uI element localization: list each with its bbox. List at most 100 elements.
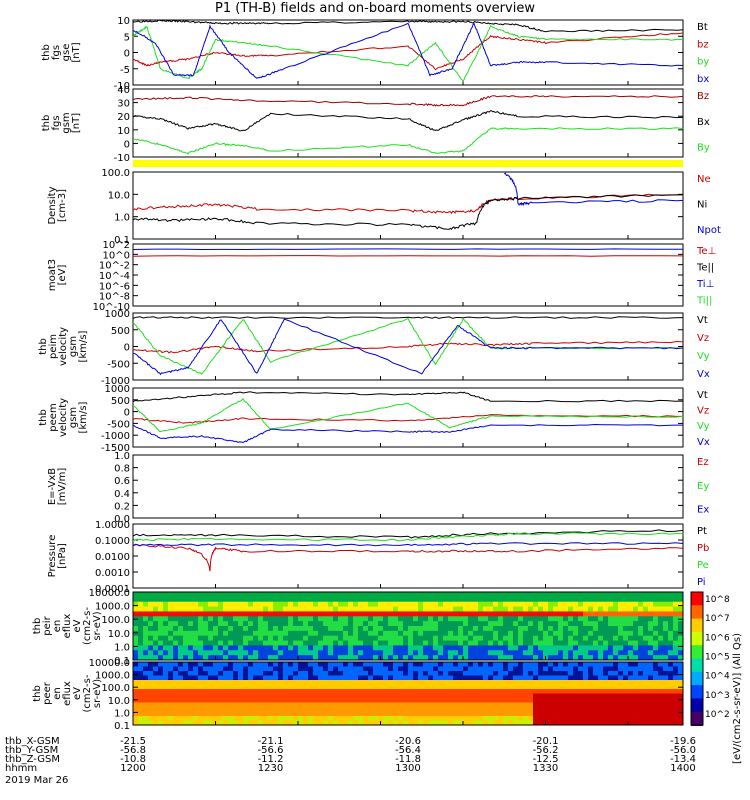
footer-row-label: thb_Y-GSM [5, 745, 58, 756]
spectrogram-cell [238, 716, 244, 721]
spectrogram-cell [478, 711, 484, 717]
spectrogram-cell [653, 626, 659, 632]
spectrogram-cell [143, 671, 149, 676]
spectrogram-cell [258, 630, 264, 637]
spectrogram-cell [353, 680, 359, 685]
spectrogram-cell [618, 621, 624, 627]
spectrogram-cell [338, 662, 344, 667]
spectrogram-cell [648, 616, 654, 622]
spectrogram-cell [343, 689, 349, 694]
spectrogram-cell [603, 720, 609, 726]
spectrogram-cell [383, 630, 389, 637]
spectrogram-cell [528, 702, 534, 708]
spectrogram-cell [298, 611, 304, 617]
spectrogram-cell [568, 689, 574, 694]
spectrogram-cell [358, 666, 364, 672]
spectrogram-cell [368, 716, 374, 721]
spectrogram-cell [353, 662, 359, 667]
spectrogram-cell [453, 611, 459, 617]
spectrogram-cell [148, 626, 154, 632]
spectrogram-cell [673, 666, 679, 672]
spectrogram-cell [293, 596, 299, 603]
spectrogram-cell [273, 655, 279, 661]
spectrogram-cell [628, 616, 634, 622]
spectrogram-cell [288, 635, 294, 642]
spectrogram-cell [553, 645, 559, 651]
spectrogram-cell [428, 650, 434, 656]
spectrogram-cell [548, 702, 554, 708]
spectrogram-cell [198, 662, 204, 667]
spectrogram-cell [593, 650, 599, 656]
spectrogram-cell [183, 671, 189, 676]
spectrogram-cell [593, 684, 599, 690]
spectrogram-cell [423, 689, 429, 694]
spectrogram-cell [268, 680, 274, 685]
spectrogram-cell [523, 711, 529, 717]
spectrogram-cell [603, 702, 609, 708]
spectrogram-cell [493, 655, 499, 661]
spectrogram-cell [163, 630, 169, 637]
spectrogram-cell [388, 716, 394, 721]
spectrogram-cell [468, 616, 474, 622]
spectrogram-cell [588, 698, 594, 703]
spectrogram-cell [208, 702, 214, 708]
spectrogram-cell [423, 645, 429, 651]
spectrogram-cell [523, 671, 529, 676]
spectrogram-cell [228, 650, 234, 656]
spectrogram-cell [508, 666, 514, 672]
spectrogram-cell [458, 693, 464, 699]
spectrogram-cell [223, 592, 229, 598]
spectrogram-cell [353, 702, 359, 708]
spectrogram-cell [188, 611, 194, 617]
spectrogram-cell [278, 671, 284, 676]
spectrogram-cell [378, 626, 384, 632]
spectrogram-cell [468, 611, 474, 617]
spectrogram-cell [513, 635, 519, 642]
spectrogram-cell [153, 655, 159, 661]
spectrogram-cell [368, 601, 374, 608]
spectrogram-cell [638, 635, 644, 642]
spectrogram-cell [543, 621, 549, 627]
spectrogram-cell [608, 684, 614, 690]
spectrogram-cell [638, 640, 644, 646]
spectrogram-cell [553, 707, 559, 712]
spectrogram-cell [423, 606, 429, 612]
spectrogram-cell [263, 707, 269, 712]
spectrogram-cell [353, 666, 359, 672]
legend-by: by [697, 57, 709, 68]
spectrogram-cell [278, 601, 284, 608]
spectrogram-cell [568, 693, 574, 699]
spectrogram-cell [513, 707, 519, 712]
spectrogram-cell [458, 655, 464, 661]
spectrogram-cell [588, 635, 594, 642]
spectrogram-cell [243, 616, 249, 622]
spectrogram-cell [453, 693, 459, 699]
spectrogram-cell [578, 675, 584, 681]
series-by-line [132, 24, 684, 82]
spectrogram-cell [318, 675, 324, 681]
spectrogram-cell [323, 689, 329, 694]
spectrogram-cell [163, 635, 169, 642]
spectrogram-cell [313, 635, 319, 642]
spectrogram-cell [513, 640, 519, 646]
spectrogram-cell [623, 621, 629, 627]
spectrogram-cell [573, 596, 579, 603]
spectrogram-cell [218, 626, 224, 632]
spectrogram-cell [198, 611, 204, 617]
spectrogram-cell [133, 662, 139, 667]
spectrogram-cell [653, 606, 659, 612]
spectrogram-cell [358, 606, 364, 612]
spectrogram-cell [458, 662, 464, 667]
y-tick-label: 20 [117, 112, 130, 123]
spectrogram-cell [198, 655, 204, 661]
spectrogram-cell [238, 720, 244, 726]
spectrogram-cell [578, 720, 584, 726]
spectrogram-cell [148, 720, 154, 726]
spectrogram-cell [333, 662, 339, 667]
spectrogram-cell [578, 616, 584, 622]
series-bt-line [132, 19, 684, 33]
spectrogram-cell [163, 640, 169, 646]
spectrogram-cell [318, 662, 324, 667]
spectrogram-cell [253, 626, 259, 632]
spectrogram-cell [283, 680, 289, 685]
